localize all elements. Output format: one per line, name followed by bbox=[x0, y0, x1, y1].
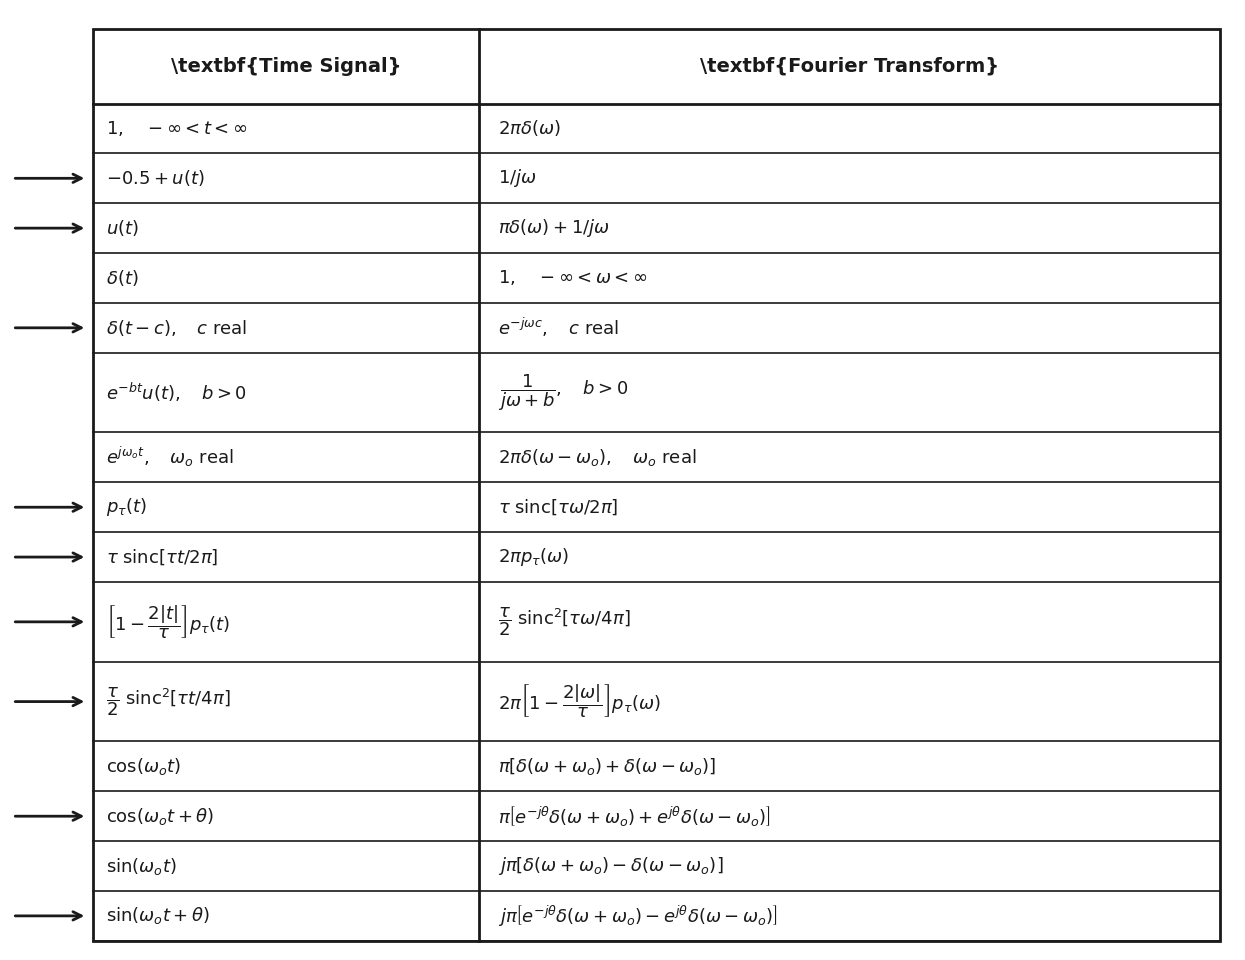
Text: $\tau \text{ sinc}[\tau t / 2\pi]$: $\tau \text{ sinc}[\tau t / 2\pi]$ bbox=[106, 547, 218, 566]
Text: $\dfrac{\tau}{2} \text{ sinc}^2[\tau\omega / 4\pi]$: $\dfrac{\tau}{2} \text{ sinc}^2[\tau\ome… bbox=[498, 606, 630, 638]
Text: $\delta(t)$: $\delta(t)$ bbox=[106, 268, 138, 288]
Text: $e^{j\omega_o t}, \quad \omega_o \text{ real}$: $e^{j\omega_o t}, \quad \omega_o \text{ … bbox=[106, 445, 234, 469]
Text: $\sin(\omega_o t)$: $\sin(\omega_o t)$ bbox=[106, 855, 177, 876]
Text: $\pi\delta(\omega) + 1/ j\omega$: $\pi\delta(\omega) + 1/ j\omega$ bbox=[498, 217, 610, 239]
Text: $j\pi[\delta(\omega + \omega_o) - \delta(\omega - \omega_o)]$: $j\pi[\delta(\omega + \omega_o) - \delta… bbox=[498, 855, 723, 877]
Text: \textbf{Time Signal}: \textbf{Time Signal} bbox=[171, 57, 402, 76]
Text: $p_{\tau}(t)$: $p_{\tau}(t)$ bbox=[106, 496, 147, 518]
Text: $1, \quad -\infty < \omega < \infty$: $1, \quad -\infty < \omega < \infty$ bbox=[498, 269, 647, 287]
Text: $\dfrac{1}{j\omega + b}, \quad b > 0$: $\dfrac{1}{j\omega + b}, \quad b > 0$ bbox=[498, 372, 629, 413]
Text: $\pi\left[e^{-j\theta}\delta(\omega + \omega_o) + e^{j\theta}\delta(\omega - \om: $\pi\left[e^{-j\theta}\delta(\omega + \o… bbox=[498, 804, 771, 828]
Text: $2\pi\delta(\omega - \omega_o), \quad \omega_o \text{ real}$: $2\pi\delta(\omega - \omega_o), \quad \o… bbox=[498, 447, 696, 468]
Text: $\left[1 - \dfrac{2|t|}{\tau}\right] p_{\tau}(t)$: $\left[1 - \dfrac{2|t|}{\tau}\right] p_{… bbox=[106, 603, 230, 640]
Text: $\cos(\omega_o t + \theta)$: $\cos(\omega_o t + \theta)$ bbox=[106, 805, 214, 827]
Text: $2\pi\left[1 - \dfrac{2|\omega|}{\tau}\right] p_{\tau}(\omega)$: $2\pi\left[1 - \dfrac{2|\omega|}{\tau}\r… bbox=[498, 683, 661, 720]
Text: $\delta(t - c), \quad c \text{ real}$: $\delta(t - c), \quad c \text{ real}$ bbox=[106, 318, 248, 338]
Text: $\pi[\delta(\omega + \omega_o) + \delta(\omega - \omega_o)]$: $\pi[\delta(\omega + \omega_o) + \delta(… bbox=[498, 756, 716, 777]
Text: $\sin(\omega_o t + \theta)$: $\sin(\omega_o t + \theta)$ bbox=[106, 905, 209, 926]
Text: $e^{-j\omega c}, \quad c \text{ real}$: $e^{-j\omega c}, \quad c \text{ real}$ bbox=[498, 316, 619, 340]
Text: $-0.5 + u(t)$: $-0.5 + u(t)$ bbox=[106, 168, 204, 188]
Text: $\dfrac{\tau}{2} \text{ sinc}^2[\tau t / 4\pi]$: $\dfrac{\tau}{2} \text{ sinc}^2[\tau t /… bbox=[106, 685, 230, 718]
Text: $u(t)$: $u(t)$ bbox=[106, 218, 138, 238]
Text: $\tau \text{ sinc}[\tau\omega / 2\pi]$: $\tau \text{ sinc}[\tau\omega / 2\pi]$ bbox=[498, 497, 619, 517]
Text: \textbf{Fourier Transform}: \textbf{Fourier Transform} bbox=[700, 57, 1000, 76]
Text: $2\pi p_{\tau}(\omega)$: $2\pi p_{\tau}(\omega)$ bbox=[498, 546, 569, 568]
Text: $j\pi\left[e^{-j\theta}\delta(\omega + \omega_o) - e^{j\theta}\delta(\omega - \o: $j\pi\left[e^{-j\theta}\delta(\omega + \… bbox=[498, 903, 778, 928]
Text: $1/ j\omega$: $1/ j\omega$ bbox=[498, 167, 537, 189]
Text: $\cos(\omega_o t)$: $\cos(\omega_o t)$ bbox=[106, 756, 181, 777]
Text: $1, \quad -\infty < t < \infty$: $1, \quad -\infty < t < \infty$ bbox=[106, 119, 248, 138]
Text: $e^{-bt}u(t), \quad b > 0$: $e^{-bt}u(t), \quad b > 0$ bbox=[106, 381, 247, 404]
Text: $2\pi\delta(\omega)$: $2\pi\delta(\omega)$ bbox=[498, 118, 560, 138]
